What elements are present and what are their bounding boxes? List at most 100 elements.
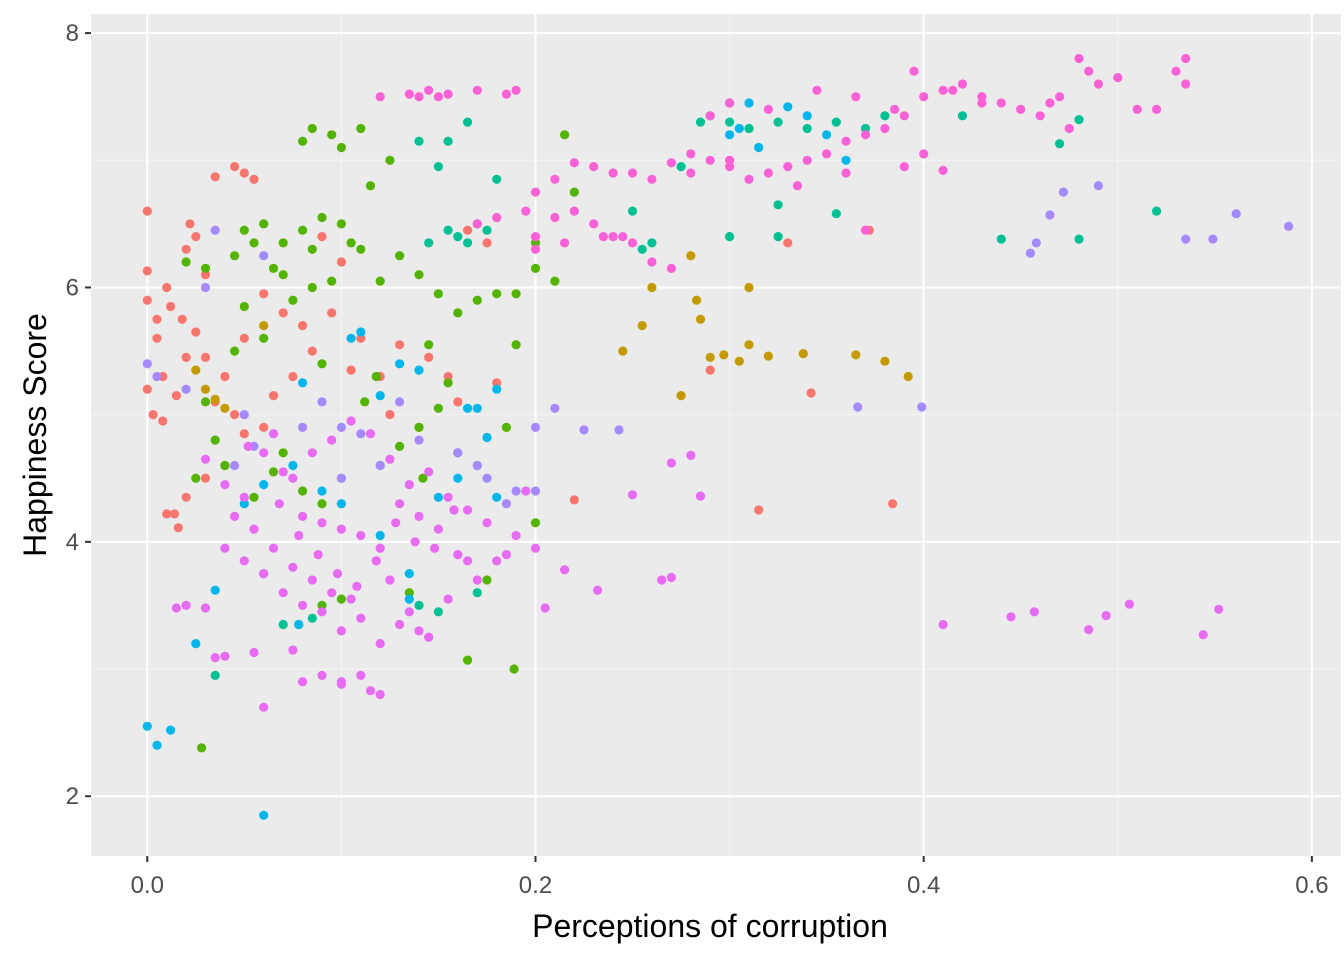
data-point	[278, 619, 288, 630]
data-point	[200, 270, 211, 280]
data-point	[424, 632, 434, 642]
data-point	[424, 340, 434, 350]
data-point	[220, 371, 230, 382]
data-point	[414, 136, 424, 146]
data-point	[375, 460, 385, 471]
data-point	[298, 600, 308, 611]
data-point	[734, 356, 744, 366]
data-point	[152, 333, 162, 343]
data-point	[773, 200, 783, 210]
data-point	[492, 212, 502, 223]
x-tick-label: 0.0	[131, 872, 164, 899]
data-point	[181, 257, 191, 267]
data-point	[763, 168, 774, 178]
data-point	[356, 613, 366, 623]
data-point	[414, 600, 424, 611]
data-point	[356, 333, 366, 343]
data-point	[686, 450, 696, 460]
data-point	[569, 495, 579, 505]
data-point	[395, 499, 405, 509]
data-point	[371, 371, 381, 382]
data-point	[414, 92, 424, 102]
data-point	[317, 232, 327, 242]
data-point	[686, 149, 696, 159]
data-point	[812, 85, 822, 95]
data-point	[239, 429, 249, 439]
data-point	[657, 575, 667, 585]
data-point	[1124, 599, 1134, 609]
data-point	[676, 391, 686, 401]
data-point	[433, 492, 443, 502]
data-point	[200, 282, 211, 293]
data-point	[492, 174, 502, 184]
data-point	[608, 232, 618, 242]
data-point	[433, 162, 443, 172]
data-point	[327, 588, 337, 598]
data-point	[259, 702, 269, 712]
data-point	[530, 232, 541, 242]
data-point	[313, 550, 323, 560]
data-point	[744, 340, 754, 350]
data-point	[294, 530, 304, 541]
data-point	[773, 117, 783, 127]
data-point	[1084, 66, 1094, 76]
data-point	[841, 136, 851, 146]
data-point	[424, 85, 434, 95]
data-point	[763, 104, 774, 114]
data-point	[288, 562, 298, 572]
data-point	[230, 410, 240, 420]
data-point	[593, 585, 603, 595]
data-point	[307, 575, 317, 585]
y-tick-label: 4	[66, 529, 79, 556]
data-point	[142, 359, 152, 369]
minor-gridlines	[91, 14, 1341, 856]
data-point	[880, 123, 890, 134]
data-point	[530, 422, 541, 432]
data-point	[336, 473, 346, 483]
data-point	[317, 518, 327, 528]
data-point	[230, 511, 240, 521]
data-point	[589, 219, 599, 229]
data-point	[569, 206, 579, 216]
data-point	[259, 289, 269, 299]
data-point	[169, 509, 180, 519]
data-point	[375, 530, 385, 541]
data-point	[725, 130, 735, 140]
data-point	[560, 565, 570, 575]
data-point	[725, 162, 735, 172]
data-point	[453, 397, 463, 407]
data-point	[1181, 234, 1191, 244]
data-point	[627, 238, 638, 248]
data-point	[142, 206, 152, 216]
data-point	[259, 251, 269, 261]
data-point	[472, 219, 482, 229]
data-point	[686, 168, 696, 178]
data-point	[404, 607, 414, 617]
data-point	[783, 162, 793, 172]
data-point	[705, 365, 715, 375]
data-point	[298, 486, 308, 496]
data-point	[1101, 611, 1111, 621]
data-point	[463, 225, 473, 235]
data-point	[1113, 73, 1123, 83]
data-point	[239, 492, 249, 502]
y-axis-title: Happiness Score	[17, 313, 53, 557]
data-point	[608, 168, 618, 178]
data-point	[705, 111, 715, 121]
data-point	[530, 187, 541, 197]
data-point	[725, 155, 735, 165]
data-point	[802, 155, 812, 165]
data-point	[841, 155, 851, 165]
data-point	[336, 422, 346, 432]
data-point	[395, 340, 405, 350]
y-tick-label: 8	[66, 20, 79, 47]
data-point	[492, 378, 502, 388]
data-point	[181, 352, 191, 362]
data-point	[1084, 625, 1094, 635]
data-point	[492, 384, 502, 394]
data-point	[1074, 234, 1084, 244]
data-point	[1055, 92, 1065, 102]
data-point	[181, 492, 191, 502]
data-point	[1074, 53, 1084, 64]
data-point	[356, 429, 366, 439]
